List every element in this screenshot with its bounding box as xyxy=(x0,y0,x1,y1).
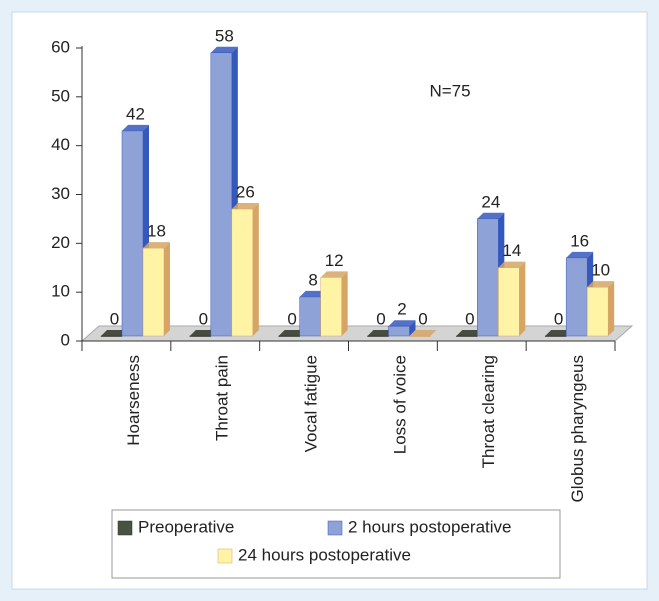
bar-top xyxy=(456,330,484,336)
bar xyxy=(388,320,416,337)
bar-front xyxy=(456,335,478,337)
x-tick-label: Loss of voice xyxy=(390,355,409,454)
bar-top xyxy=(566,251,594,258)
bar-top xyxy=(409,330,437,336)
bar-front xyxy=(367,335,389,337)
bar-side xyxy=(164,242,170,336)
y-tick-label: 60 xyxy=(51,37,70,56)
y-tick-label: 30 xyxy=(51,184,70,203)
bar-front xyxy=(544,335,567,337)
bar-front xyxy=(121,130,144,337)
y-tick-label: 0 xyxy=(61,330,70,349)
bar-top xyxy=(587,281,615,288)
value-label: 2 xyxy=(397,300,406,319)
y-tick-label: 10 xyxy=(51,282,70,301)
value-label: 58 xyxy=(215,26,234,45)
x-tick-label: Throat pain xyxy=(213,355,232,441)
bar-front xyxy=(320,277,342,337)
bar-top xyxy=(210,46,238,53)
y-tick-label: 20 xyxy=(51,233,70,252)
bar xyxy=(142,242,170,337)
bar-front xyxy=(210,52,233,337)
bar-front xyxy=(409,335,431,337)
legend-swatch xyxy=(327,520,343,536)
legend-swatch xyxy=(117,520,133,536)
bar-front xyxy=(231,208,254,337)
bar xyxy=(278,330,306,337)
value-label: 24 xyxy=(481,192,500,211)
value-label: 18 xyxy=(147,222,166,241)
bar-top xyxy=(122,124,149,131)
x-tick-label: Throat clearing xyxy=(479,355,498,468)
x-tick-label: Vocal fatigue xyxy=(302,355,321,452)
bar-front xyxy=(299,296,321,337)
legend-label: 24 hours postoperative xyxy=(238,545,411,564)
bar xyxy=(498,261,526,337)
value-label: 42 xyxy=(126,104,145,123)
bar-top xyxy=(367,330,395,336)
value-label: 16 xyxy=(570,231,589,250)
value-label: 10 xyxy=(591,261,610,280)
bar-front xyxy=(142,247,165,337)
value-label: 0 xyxy=(554,309,563,328)
bar-side xyxy=(341,271,348,336)
value-label: 0 xyxy=(376,309,385,328)
bar-front xyxy=(498,267,520,337)
bar-top xyxy=(143,242,170,249)
value-label: 0 xyxy=(418,309,427,328)
bar-front xyxy=(586,286,609,337)
bar-front xyxy=(388,325,410,337)
bar-front xyxy=(189,335,212,337)
bar-top xyxy=(101,330,128,336)
bar-side xyxy=(608,281,615,336)
bar-top xyxy=(545,330,573,336)
x-tick-label: Globus pharyngeus xyxy=(568,355,587,502)
bar-side xyxy=(519,261,526,336)
bar xyxy=(456,330,484,337)
value-label: 14 xyxy=(502,241,521,260)
value-label: 8 xyxy=(308,270,317,289)
value-label: 0 xyxy=(110,309,119,328)
bar-top xyxy=(477,212,505,219)
value-label: 0 xyxy=(465,309,474,328)
bar-side xyxy=(409,320,416,336)
bar xyxy=(586,281,615,337)
value-label: 12 xyxy=(325,251,344,270)
bar-top xyxy=(189,330,217,336)
value-label: 0 xyxy=(199,309,208,328)
value-label: 26 xyxy=(236,183,255,202)
bar-top xyxy=(498,261,526,268)
bar-front xyxy=(100,335,123,337)
legend-label: Preoperative xyxy=(138,517,234,536)
bar xyxy=(409,330,437,337)
bar-top xyxy=(299,290,327,297)
bar-front xyxy=(477,218,499,337)
bar xyxy=(189,330,217,337)
y-tick-label: 40 xyxy=(51,135,70,154)
bar-top xyxy=(388,320,416,327)
bar xyxy=(320,271,348,337)
legend-swatch xyxy=(217,548,233,564)
legend-label: 2 hours postoperative xyxy=(348,517,512,536)
value-label: 0 xyxy=(287,309,296,328)
x-tick-label: Hoarseness xyxy=(124,355,143,446)
bar-top xyxy=(320,271,348,278)
bar-top xyxy=(231,203,259,210)
bar-side xyxy=(252,203,259,336)
annotation: N=75 xyxy=(429,81,470,100)
bar-top xyxy=(278,330,306,336)
bar-front xyxy=(278,335,300,337)
y-tick-label: 50 xyxy=(51,86,70,105)
bar-front xyxy=(565,257,588,337)
bar xyxy=(231,203,259,337)
